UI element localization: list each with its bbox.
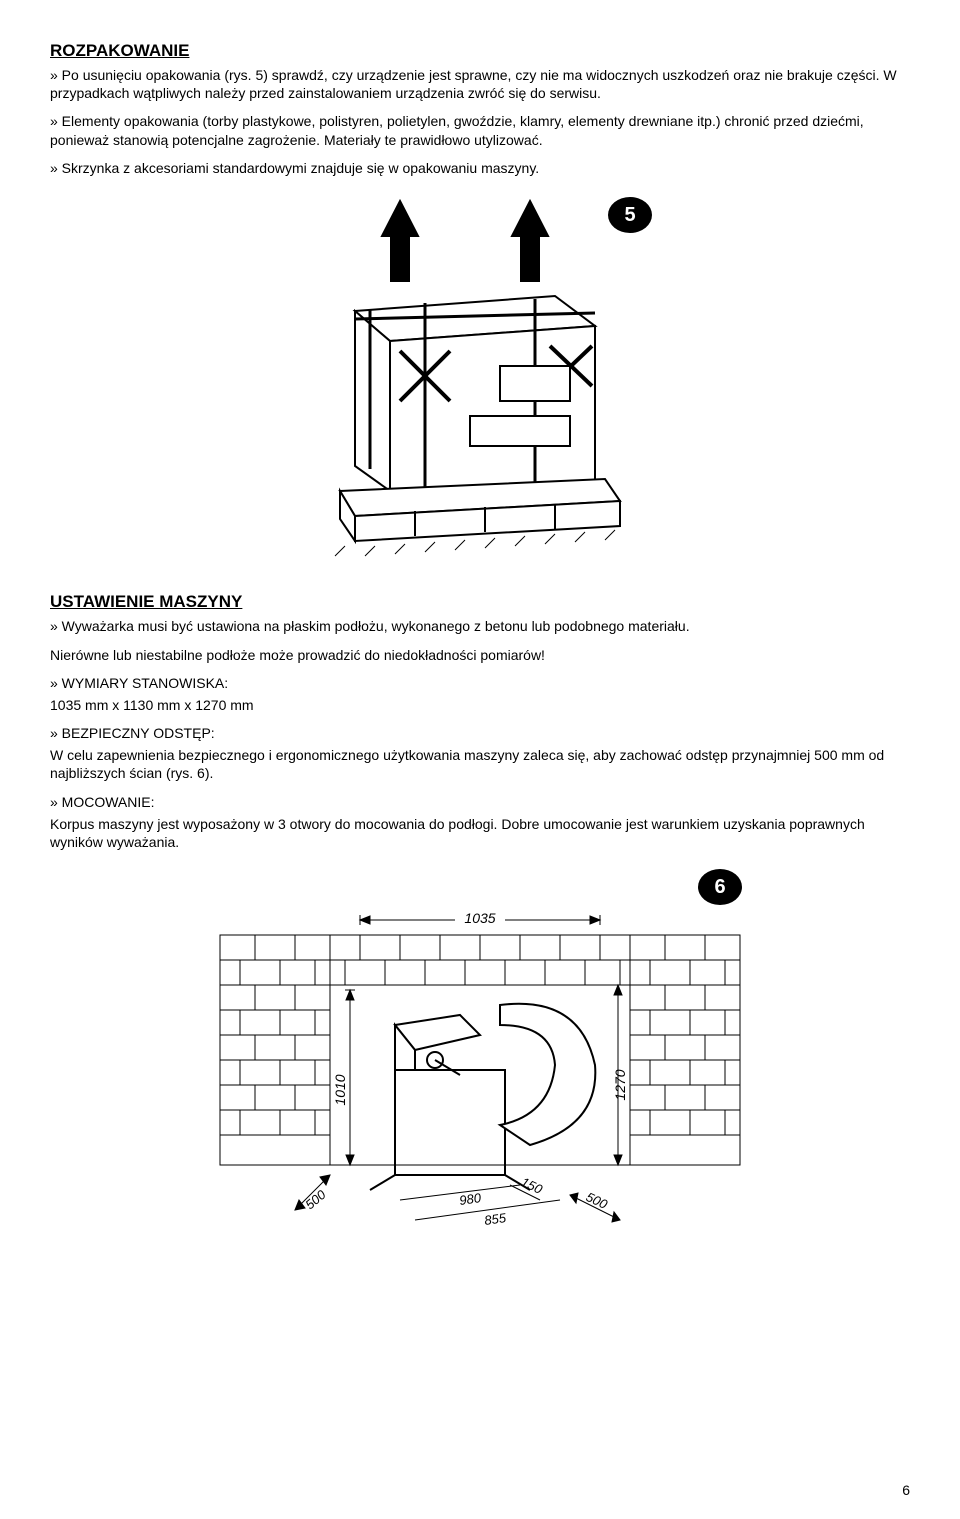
figure-5-badge: 5 <box>624 204 635 226</box>
setup-p2: Nierówne lub niestabilne podłoże może pr… <box>50 646 910 664</box>
dim-left: 1010 <box>332 1074 348 1105</box>
section-title-unpack: ROZPAKOWANIE <box>50 40 910 62</box>
dim-front-mid: 150 <box>519 1174 546 1197</box>
setup-p8: Korpus maszyny jest wyposażony w 3 otwor… <box>50 815 910 851</box>
unpack-p3: » Skrzynka z akcesoriami standardowymi z… <box>50 159 910 177</box>
unpack-p1: » Po usunięciu opakowania (rys. 5) spraw… <box>50 66 910 102</box>
dim-top: 1035 <box>464 910 495 926</box>
page-number: 6 <box>902 1481 910 1499</box>
dim-bottom2: 855 <box>483 1210 507 1228</box>
setup-p3: » WYMIARY STANOWISKA: <box>50 674 910 692</box>
figure-6: 6 <box>50 865 910 1249</box>
dim-bottom1: 980 <box>458 1190 482 1208</box>
figure-6-badge: 6 <box>714 876 725 898</box>
setup-p1: » Wyważarka musi być ustawiona na płaski… <box>50 617 910 635</box>
unpack-p2: » Elementy opakowania (torby plastykowe,… <box>50 112 910 148</box>
setup-p7: » MOCOWANIE: <box>50 793 910 811</box>
dim-front-right: 500 <box>584 1189 611 1212</box>
figure-5: 5 <box>50 191 910 565</box>
dim-right: 1270 <box>612 1069 628 1100</box>
setup-p5: » BEZPIECZNY ODSTĘP: <box>50 724 910 742</box>
setup-p6: W celu zapewnienia bezpiecznego i ergono… <box>50 746 910 782</box>
setup-p4: 1035 mm x 1130 mm x 1270 mm <box>50 696 910 714</box>
section-title-setup: USTAWIENIE MASZYNY <box>50 591 910 613</box>
dim-front-left: 500 <box>302 1187 329 1213</box>
